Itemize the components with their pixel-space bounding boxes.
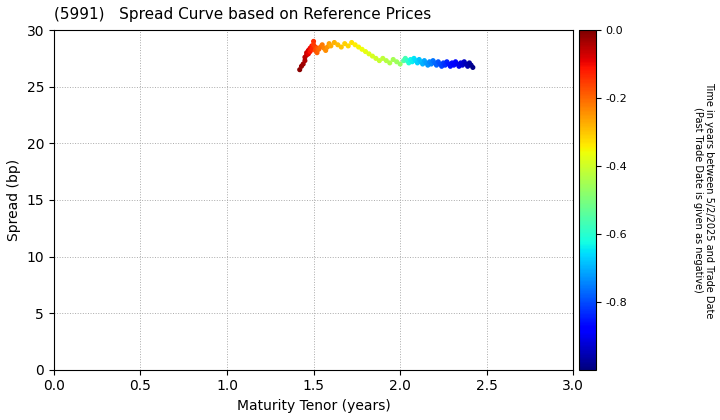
Point: [410, 57, 421, 64]
Point: [325, 42, 337, 49]
Point: [462, 63, 474, 70]
Point: [336, 44, 347, 50]
Point: [339, 40, 351, 47]
Point: [420, 60, 432, 66]
Point: [308, 42, 320, 48]
Point: [403, 60, 415, 66]
Point: [400, 55, 411, 62]
Point: [301, 49, 312, 56]
Point: [308, 38, 320, 45]
Point: [311, 49, 323, 56]
Point: [353, 44, 364, 50]
Point: [305, 45, 316, 52]
Point: [318, 45, 330, 52]
Point: [302, 47, 314, 54]
Point: [384, 60, 395, 66]
Point: [328, 39, 340, 46]
Point: [313, 46, 325, 52]
Point: [317, 42, 328, 48]
Point: [387, 56, 399, 63]
Point: [467, 64, 479, 71]
Point: [454, 63, 465, 70]
Point: [306, 46, 318, 52]
Point: [448, 62, 459, 68]
Point: [412, 60, 423, 66]
Point: [465, 62, 477, 68]
Point: [418, 57, 430, 64]
Point: [434, 60, 446, 67]
Point: [294, 66, 305, 73]
Point: [438, 60, 449, 66]
Point: [398, 57, 410, 64]
Point: [323, 40, 335, 47]
Point: [310, 44, 321, 50]
Point: [296, 63, 307, 70]
Point: [464, 60, 475, 66]
Point: [433, 58, 444, 65]
Point: [343, 42, 354, 49]
Text: (5991)   Spread Curve based on Reference Prices: (5991) Spread Curve based on Reference P…: [54, 7, 431, 22]
Point: [377, 55, 389, 62]
Point: [450, 58, 462, 65]
Point: [444, 63, 456, 70]
Point: [395, 60, 406, 67]
Point: [417, 60, 428, 67]
X-axis label: Maturity Tenor (years): Maturity Tenor (years): [237, 399, 390, 413]
Point: [320, 47, 331, 54]
Point: [311, 45, 323, 52]
Point: [302, 50, 314, 57]
Point: [446, 60, 458, 66]
Point: [455, 60, 467, 66]
Point: [349, 42, 361, 48]
Point: [363, 50, 374, 57]
Point: [407, 58, 418, 65]
Point: [374, 57, 385, 64]
Point: [315, 44, 326, 50]
Point: [413, 56, 425, 63]
Y-axis label: Spread (bp): Spread (bp): [7, 159, 21, 241]
Point: [441, 58, 453, 65]
Point: [429, 60, 441, 66]
Point: [460, 60, 472, 67]
Point: [401, 57, 413, 64]
Point: [443, 60, 454, 67]
Point: [306, 42, 318, 49]
Point: [459, 58, 470, 65]
Point: [299, 54, 310, 60]
Point: [299, 57, 310, 64]
Point: [381, 57, 392, 64]
Point: [322, 44, 333, 50]
Point: [408, 55, 420, 62]
Point: [456, 62, 468, 68]
Point: [405, 56, 416, 63]
Point: [346, 39, 357, 46]
Point: [370, 55, 382, 62]
Point: [366, 53, 378, 60]
Point: [310, 47, 321, 54]
Point: [451, 60, 463, 67]
Point: [427, 57, 438, 64]
Point: [426, 60, 437, 67]
Point: [332, 42, 343, 48]
Point: [305, 48, 316, 55]
Y-axis label: Time in years between 5/2/2025 and Trade Date
(Past Trade Date is given as negat: Time in years between 5/2/2025 and Trade…: [693, 82, 714, 318]
Point: [356, 46, 368, 52]
Point: [422, 62, 433, 68]
Point: [439, 62, 451, 68]
Point: [391, 58, 402, 65]
Point: [415, 58, 427, 65]
Point: [424, 58, 436, 65]
Point: [301, 52, 312, 58]
Point: [431, 62, 442, 68]
Point: [360, 48, 372, 55]
Point: [297, 60, 309, 67]
Point: [436, 63, 447, 70]
